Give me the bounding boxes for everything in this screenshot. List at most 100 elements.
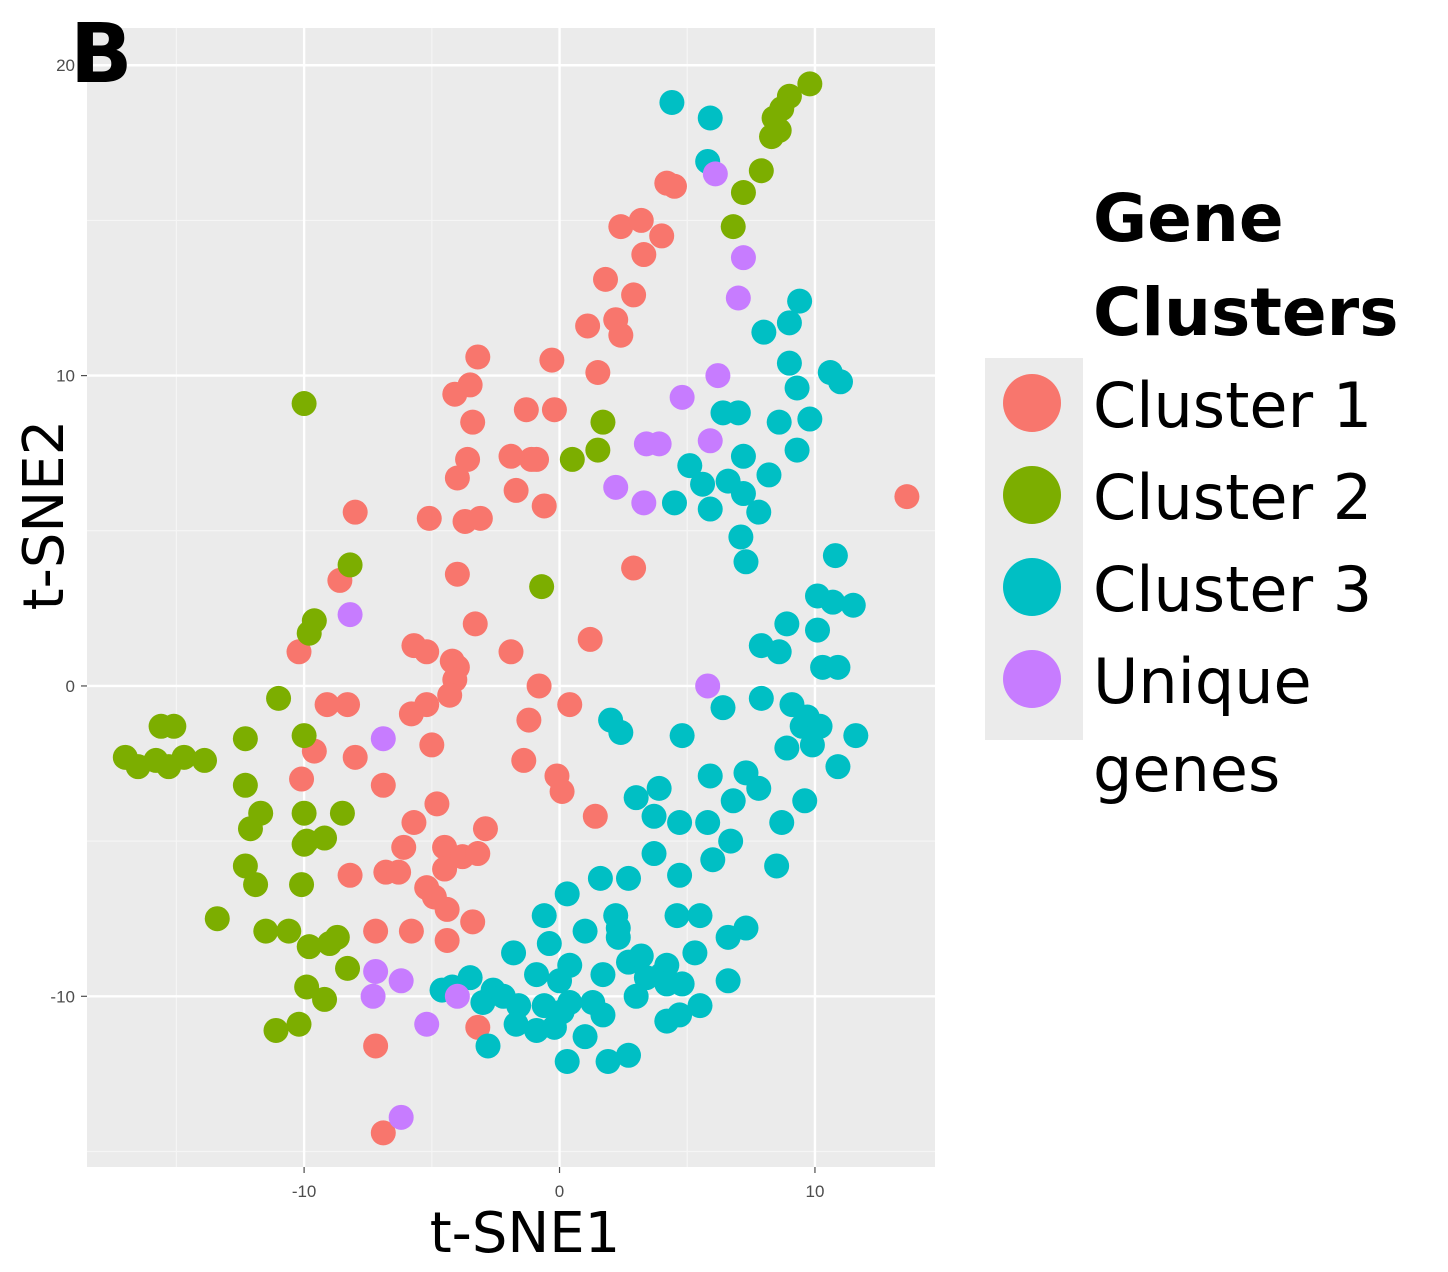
point-cluster-1 <box>465 841 491 867</box>
point-cluster-1 <box>549 778 575 804</box>
point-cluster-1 <box>661 173 687 199</box>
point-cluster-1 <box>460 409 486 435</box>
point-cluster-3 <box>756 462 782 488</box>
point-cluster-3 <box>792 788 818 814</box>
point-cluster-3 <box>733 549 759 575</box>
point-cluster-1 <box>424 791 450 817</box>
point-cluster-3 <box>667 810 693 836</box>
axis-ticks: -10 0 10 -10 0 10 20 <box>50 56 824 1201</box>
point-unique-genes <box>370 726 396 752</box>
point-cluster-3 <box>659 89 685 115</box>
point-cluster-1 <box>437 682 463 708</box>
point-cluster-1 <box>575 313 601 339</box>
point-cluster-1 <box>337 862 363 888</box>
point-cluster-1 <box>391 834 417 860</box>
point-cluster-3 <box>547 968 573 994</box>
data-points <box>112 71 920 1146</box>
point-unique-genes <box>603 474 629 500</box>
point-cluster-2 <box>266 685 292 711</box>
point-unique-genes <box>705 363 731 389</box>
point-cluster-1 <box>370 1120 396 1146</box>
point-cluster-1 <box>511 747 537 773</box>
point-unique-genes <box>702 161 728 187</box>
minor-gridlines <box>87 28 935 1167</box>
point-cluster-3 <box>748 685 774 711</box>
point-cluster-3 <box>695 810 721 836</box>
series-cluster-1 <box>286 170 920 1146</box>
point-cluster-3 <box>664 903 690 929</box>
point-cluster-3 <box>641 803 667 829</box>
point-cluster-3 <box>615 1042 641 1068</box>
point-cluster-2 <box>171 744 197 770</box>
point-cluster-1 <box>416 505 442 531</box>
point-cluster-3 <box>501 940 527 966</box>
point-unique-genes <box>695 673 721 699</box>
point-unique-genes <box>631 490 657 516</box>
point-cluster-3 <box>797 406 823 432</box>
y-tick-label: 10 <box>56 367 75 386</box>
point-cluster-3 <box>661 490 687 516</box>
point-cluster-3 <box>784 375 810 401</box>
legend-label-unique-genes: Unique genes <box>1093 645 1312 806</box>
point-cluster-3 <box>524 962 550 988</box>
point-cluster-1 <box>286 639 312 665</box>
point-cluster-1 <box>498 443 524 469</box>
legend: Gene Clusters Cluster 1 Cluster 2 Cluste… <box>985 165 1405 806</box>
point-cluster-1 <box>386 859 412 885</box>
point-cluster-3 <box>669 971 695 997</box>
point-cluster-2 <box>232 772 258 798</box>
point-cluster-2 <box>291 391 317 417</box>
point-cluster-2 <box>559 446 585 472</box>
point-cluster-3 <box>733 915 759 941</box>
point-cluster-3 <box>827 369 853 395</box>
point-cluster-3 <box>690 471 716 497</box>
legend-swatch-cluster-2 <box>1003 466 1061 524</box>
legend-title-line-1: Gene <box>1093 180 1284 257</box>
point-cluster-1 <box>513 397 539 423</box>
point-cluster-2 <box>161 713 187 739</box>
point-cluster-2 <box>253 918 279 944</box>
x-tick-label: -10 <box>292 1182 317 1201</box>
point-cluster-1 <box>894 484 920 510</box>
point-cluster-1 <box>442 381 468 407</box>
point-cluster-3 <box>677 453 703 479</box>
point-cluster-1 <box>289 766 315 792</box>
point-cluster-3 <box>536 931 562 957</box>
point-cluster-3 <box>605 924 631 950</box>
point-cluster-1 <box>577 626 603 652</box>
point-unique-genes <box>388 1104 414 1130</box>
point-cluster-3 <box>820 589 846 615</box>
point-cluster-3 <box>700 847 726 873</box>
point-cluster-1 <box>524 446 550 472</box>
point-cluster-3 <box>531 903 557 929</box>
point-cluster-1 <box>414 639 440 665</box>
point-cluster-2 <box>291 800 317 826</box>
point-cluster-2 <box>286 1011 312 1037</box>
legend-swatch-unique-genes <box>1003 650 1061 708</box>
point-cluster-2 <box>294 974 320 1000</box>
point-cluster-1 <box>465 344 491 370</box>
point-cluster-3 <box>682 940 708 966</box>
point-cluster-1 <box>516 707 542 733</box>
point-unique-genes <box>669 384 695 410</box>
point-cluster-1 <box>398 701 424 727</box>
point-cluster-1 <box>539 347 565 373</box>
point-cluster-1 <box>401 810 427 836</box>
point-cluster-1 <box>628 207 654 233</box>
point-cluster-3 <box>590 962 616 988</box>
point-cluster-1 <box>363 1033 389 1059</box>
point-cluster-3 <box>789 713 815 739</box>
x-axis-title: t-SNE1 <box>430 1201 621 1266</box>
point-cluster-3 <box>787 288 813 314</box>
point-cluster-3 <box>667 862 693 888</box>
point-cluster-3 <box>746 775 772 801</box>
point-unique-genes <box>646 431 672 457</box>
point-unique-genes <box>363 958 389 984</box>
point-cluster-3 <box>746 499 772 525</box>
point-cluster-2 <box>585 437 611 463</box>
point-cluster-1 <box>621 282 647 308</box>
point-cluster-1 <box>585 359 611 385</box>
point-cluster-1 <box>621 555 647 581</box>
point-cluster-1 <box>582 803 608 829</box>
point-cluster-3 <box>475 1033 501 1059</box>
